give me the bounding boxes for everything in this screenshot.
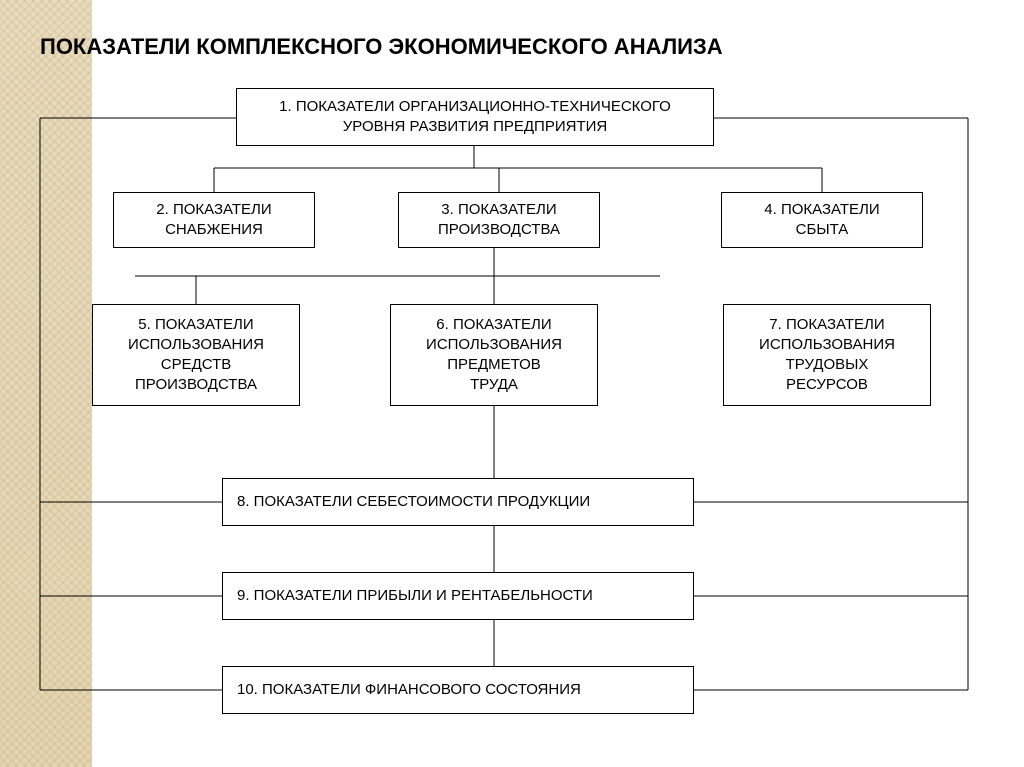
box-9: 9. ПОКАЗАТЕЛИ ПРИБЫЛИ И РЕНТАБЕЛЬНОСТИ — [222, 572, 694, 620]
box-6: 6. ПОКАЗАТЕЛИ ИСПОЛЬЗОВАНИЯ ПРЕДМЕТОВ ТР… — [390, 304, 598, 406]
box-7-label: 7. ПОКАЗАТЕЛИ ИСПОЛЬЗОВАНИЯ ТРУДОВЫХ РЕС… — [759, 315, 895, 396]
box-2-label: 2. ПОКАЗАТЕЛИ СНАБЖЕНИЯ — [156, 200, 271, 241]
box-1: 1. ПОКАЗАТЕЛИ ОРГАНИЗАЦИОННО-ТЕХНИЧЕСКОГ… — [236, 88, 714, 146]
page-title: ПОКАЗАТЕЛИ КОМПЛЕКСНОГО ЭКОНОМИЧЕСКОГО А… — [40, 34, 723, 60]
box-10-label: 10. ПОКАЗАТЕЛИ ФИНАНСОВОГО СОСТОЯНИЯ — [237, 680, 581, 700]
box-5-label: 5. ПОКАЗАТЕЛИ ИСПОЛЬЗОВАНИЯ СРЕДСТВ ПРОИ… — [128, 315, 264, 396]
box-3-label: 3. ПОКАЗАТЕЛИ ПРОИЗВОДСТВА — [438, 200, 560, 241]
sidebar-texture — [0, 0, 92, 767]
box-6-label: 6. ПОКАЗАТЕЛИ ИСПОЛЬЗОВАНИЯ ПРЕДМЕТОВ ТР… — [426, 315, 562, 396]
box-5: 5. ПОКАЗАТЕЛИ ИСПОЛЬЗОВАНИЯ СРЕДСТВ ПРОИ… — [92, 304, 300, 406]
box-8: 8. ПОКАЗАТЕЛИ СЕБЕСТОИМОСТИ ПРОДУКЦИИ — [222, 478, 694, 526]
box-10: 10. ПОКАЗАТЕЛИ ФИНАНСОВОГО СОСТОЯНИЯ — [222, 666, 694, 714]
box-2: 2. ПОКАЗАТЕЛИ СНАБЖЕНИЯ — [113, 192, 315, 248]
box-1-label: 1. ПОКАЗАТЕЛИ ОРГАНИЗАЦИОННО-ТЕХНИЧЕСКОГ… — [279, 97, 671, 138]
box-4: 4. ПОКАЗАТЕЛИ СБЫТА — [721, 192, 923, 248]
box-7: 7. ПОКАЗАТЕЛИ ИСПОЛЬЗОВАНИЯ ТРУДОВЫХ РЕС… — [723, 304, 931, 406]
box-9-label: 9. ПОКАЗАТЕЛИ ПРИБЫЛИ И РЕНТАБЕЛЬНОСТИ — [237, 586, 593, 606]
box-4-label: 4. ПОКАЗАТЕЛИ СБЫТА — [764, 200, 879, 241]
box-8-label: 8. ПОКАЗАТЕЛИ СЕБЕСТОИМОСТИ ПРОДУКЦИИ — [237, 492, 590, 512]
box-3: 3. ПОКАЗАТЕЛИ ПРОИЗВОДСТВА — [398, 192, 600, 248]
